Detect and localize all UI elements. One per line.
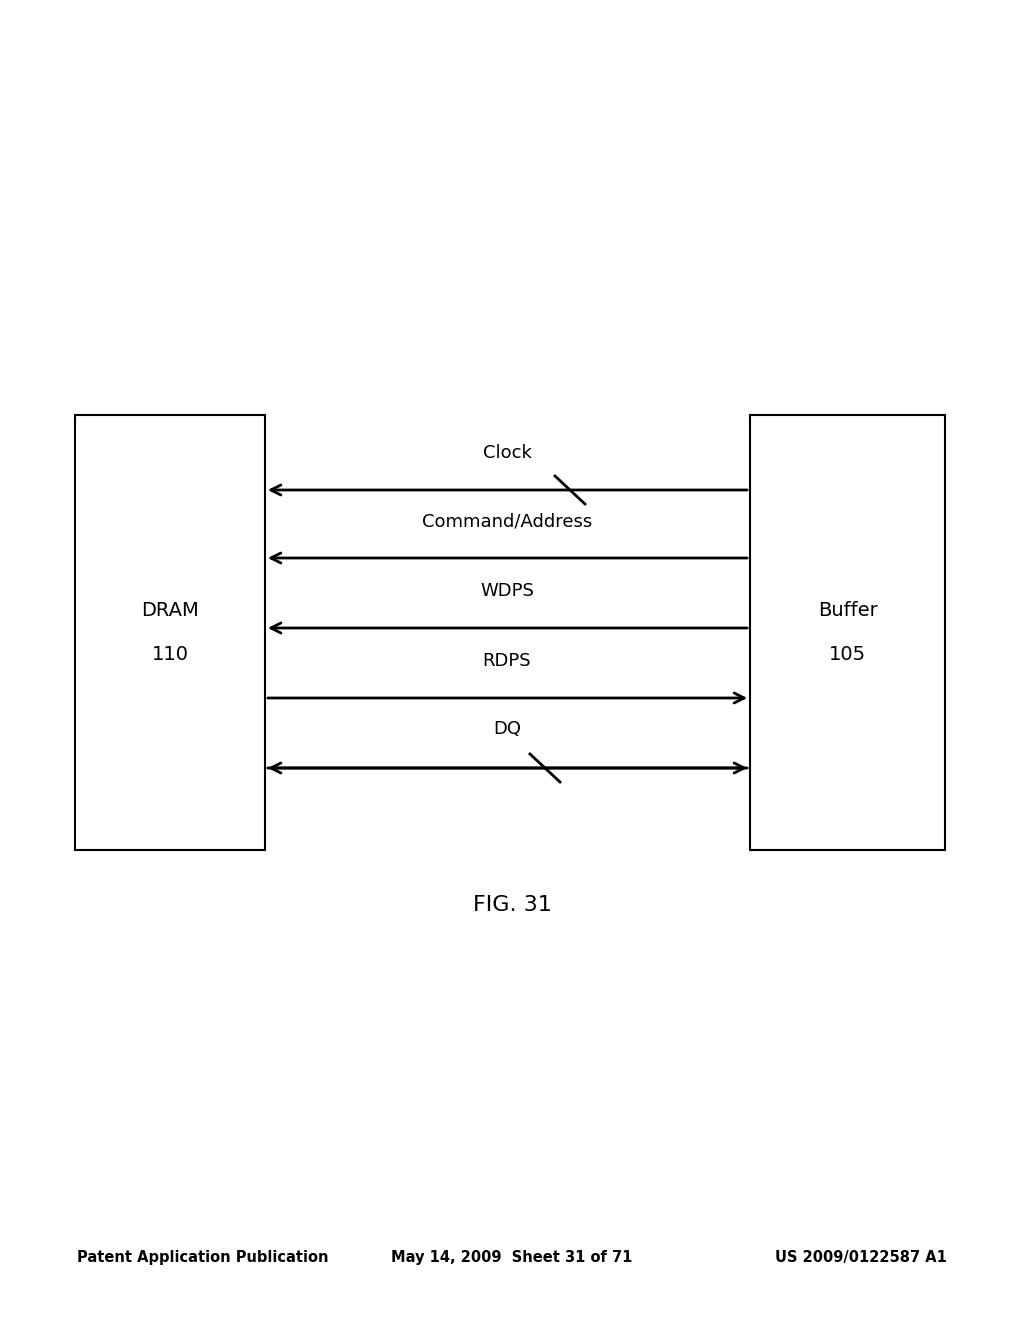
- Text: RDPS: RDPS: [482, 652, 531, 671]
- Text: US 2009/0122587 A1: US 2009/0122587 A1: [775, 1250, 947, 1266]
- Text: WDPS: WDPS: [480, 582, 534, 601]
- Text: Buffer: Buffer: [817, 601, 878, 620]
- Text: 105: 105: [829, 645, 866, 664]
- Text: DQ: DQ: [493, 719, 521, 738]
- Text: Clock: Clock: [482, 444, 531, 462]
- Text: Command/Address: Command/Address: [422, 512, 592, 531]
- Text: DRAM: DRAM: [141, 601, 199, 620]
- Bar: [750, 414, 945, 850]
- Text: May 14, 2009  Sheet 31 of 71: May 14, 2009 Sheet 31 of 71: [391, 1250, 633, 1266]
- Text: FIG. 31: FIG. 31: [472, 895, 552, 915]
- Text: Patent Application Publication: Patent Application Publication: [77, 1250, 329, 1266]
- Text: 110: 110: [152, 645, 188, 664]
- Bar: [75, 414, 265, 850]
